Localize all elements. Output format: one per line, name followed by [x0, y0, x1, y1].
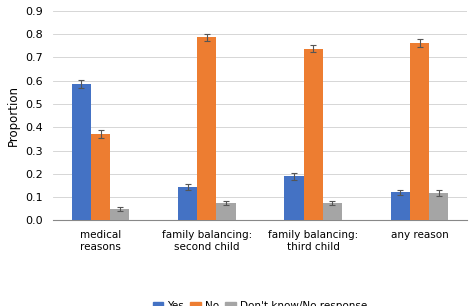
- Bar: [91, 134, 110, 220]
- Bar: [72, 84, 91, 220]
- Bar: [391, 192, 410, 220]
- Bar: [110, 209, 129, 220]
- Bar: [429, 193, 448, 220]
- Bar: [410, 43, 429, 220]
- Legend: Yes, No, Don't know/No response: Yes, No, Don't know/No response: [149, 297, 371, 306]
- Bar: [217, 203, 236, 220]
- Bar: [178, 187, 197, 220]
- Bar: [284, 176, 304, 220]
- Bar: [197, 37, 217, 220]
- Bar: [304, 49, 323, 220]
- Y-axis label: Proportion: Proportion: [7, 85, 20, 146]
- Bar: [323, 203, 342, 220]
